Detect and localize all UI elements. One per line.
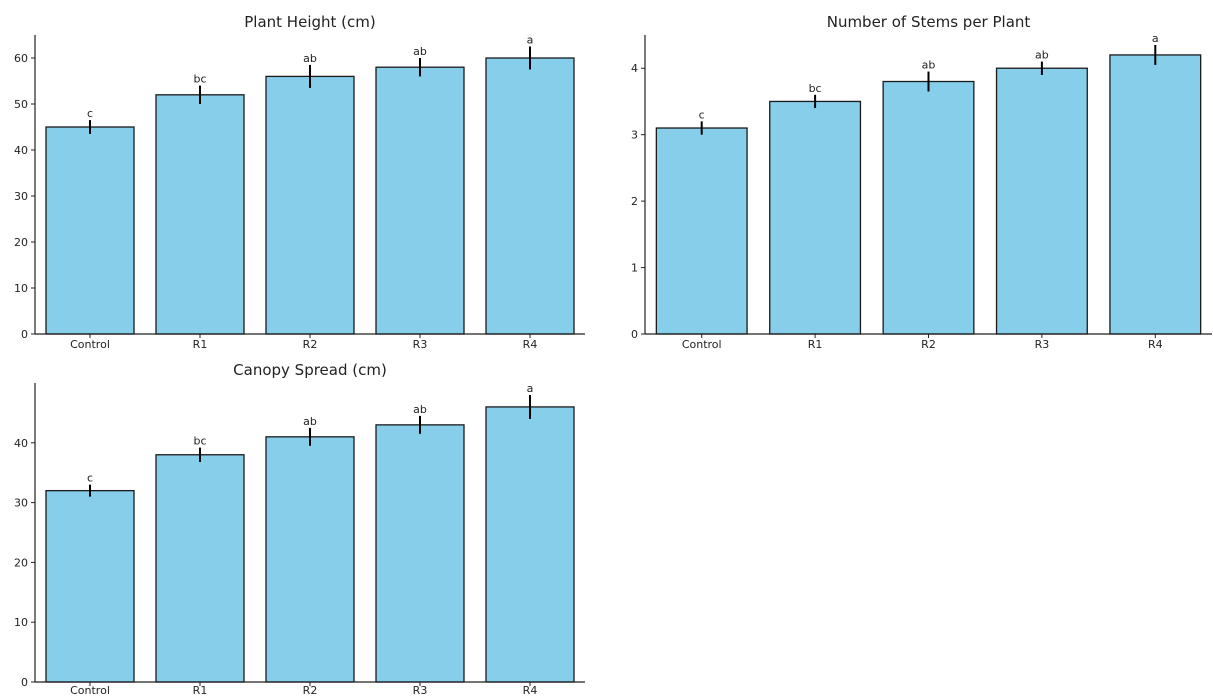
significance-label: a: [527, 382, 534, 395]
x-tick-label: R1: [193, 338, 208, 351]
x-tick-label: Control: [682, 338, 722, 351]
x-tick-label: Control: [70, 684, 110, 696]
bar-control: [655, 127, 748, 335]
significance-label: c: [699, 108, 705, 121]
y-tick-label: 1: [631, 262, 638, 275]
significance-label: ab: [413, 45, 427, 58]
bar-r4: [485, 57, 575, 335]
y-tick-label: 10: [14, 282, 28, 295]
x-tick-label: R1: [193, 684, 208, 696]
chart-panel-2: Number of Stems per Plant c Control bc R1 ab R…: [631, 13, 1212, 351]
significance-label: ab: [413, 403, 427, 416]
significance-label: ab: [1035, 49, 1049, 62]
y-tick-label: 40: [14, 144, 28, 157]
x-tick-label: R2: [303, 338, 318, 351]
y-tick-label: 30: [14, 190, 28, 203]
x-tick-label: Control: [70, 338, 110, 351]
chart-title: Plant Height (cm): [244, 13, 375, 31]
y-tick-label: 0: [21, 676, 28, 689]
x-tick-label: R4: [1148, 338, 1163, 351]
y-tick-label: 40: [14, 437, 28, 450]
significance-label: bc: [193, 73, 206, 86]
bar-r3: [375, 424, 465, 683]
x-tick-label: R2: [303, 684, 318, 696]
significance-label: ab: [303, 415, 317, 428]
significance-label: ab: [922, 59, 936, 72]
bar-r2: [265, 75, 355, 335]
chart-panel-1: Plant Height (cm) c Control bc R1 ab R2 ab R3 a R4…: [14, 13, 585, 351]
x-tick-label: R1: [808, 338, 823, 351]
significance-label: c: [87, 107, 93, 120]
y-tick-label: 50: [14, 98, 28, 111]
y-tick-label: 3: [631, 129, 638, 142]
y-tick-label: 2: [631, 195, 638, 208]
significance-label: bc: [193, 435, 206, 448]
chart-title: Canopy Spread (cm): [233, 361, 387, 379]
bar-r3: [995, 67, 1088, 335]
y-tick-label: 20: [14, 236, 28, 249]
significance-label: bc: [809, 82, 822, 95]
significance-label: ab: [303, 52, 317, 65]
y-tick-label: 0: [631, 328, 638, 341]
significance-label: a: [1152, 32, 1159, 45]
bar-r1: [155, 454, 245, 683]
y-tick-label: 30: [14, 497, 28, 510]
significance-label: a: [527, 34, 534, 47]
bar-r1: [769, 100, 862, 335]
significance-label: c: [87, 472, 93, 485]
bar-r3: [375, 66, 465, 335]
chart-panel-3: Canopy Spread (cm) c Control bc R1 ab R2 ab R3 a R…: [14, 361, 585, 696]
x-tick-label: R3: [413, 684, 428, 696]
y-tick-label: 60: [14, 52, 28, 65]
x-tick-label: R2: [921, 338, 936, 351]
x-tick-label: R3: [1035, 338, 1050, 351]
x-tick-label: R4: [523, 684, 538, 696]
bar-r2: [882, 80, 975, 335]
bar-control: [45, 126, 135, 335]
y-tick-label: 20: [14, 556, 28, 569]
y-tick-label: 4: [631, 62, 638, 75]
x-tick-label: R3: [413, 338, 428, 351]
bar-r4: [1109, 54, 1202, 335]
chart-title: Number of Stems per Plant: [827, 13, 1031, 31]
bar-r1: [155, 94, 245, 335]
y-tick-label: 0: [21, 328, 28, 341]
bar-control: [45, 489, 135, 683]
y-tick-label: 10: [14, 616, 28, 629]
bar-r2: [265, 436, 355, 683]
bar-r4: [485, 406, 575, 683]
x-tick-label: R4: [523, 338, 538, 351]
